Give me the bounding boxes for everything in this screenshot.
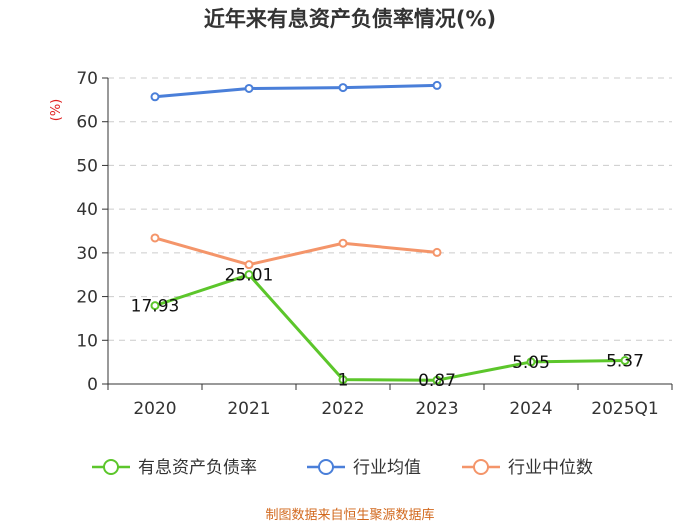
series-2-point-1 [244,260,254,270]
legend-label: 行业中位数 [508,458,593,478]
gridlines [108,77,672,341]
series-2-point-3 [432,247,442,257]
y-tick-label-30: 30 [76,244,98,264]
series-line-1 [154,83,438,99]
x-tick-label-2020: 2020 [133,399,176,419]
legend-item-2[interactable]: 行业中位数 [462,458,593,478]
data-labels: 17.93 25.01 1 0.87 5.05 5.37 [131,266,644,392]
chart-title: 近年来有息资产负债率情况(%) [204,7,496,31]
data-label-2024: 5.05 [512,353,550,373]
series-0-point-1 [244,270,254,280]
series-2-point-2 [338,238,348,248]
series-0-point-3 [432,375,442,385]
series-0-point-4 [526,357,536,367]
y-tick-label-0: 0 [87,375,98,395]
data-label-2022: 1 [338,371,349,391]
legend-marker [473,459,489,475]
data-label-2020: 17.93 [131,297,180,317]
data-label-2023: 0.87 [418,371,456,391]
x-tick-label-2025Q1: 2025Q1 [591,399,658,419]
y-tick-label-70: 70 [76,69,98,89]
series-lines [150,80,630,385]
series-0-point-2 [338,375,348,385]
y-axis-ticks: 0 10 20 30 40 50 60 70 [76,69,109,395]
series-0-point-0 [150,301,160,311]
y-tick-label-50: 50 [76,156,98,176]
x-tick-label-2024: 2024 [509,399,552,419]
legend-label: 行业均值 [353,458,421,478]
x-axis: 2020 2021 2022 2023 2024 2025Q1 [107,383,673,419]
series-1-point-2 [338,83,348,93]
legend-marker [103,459,119,475]
y-tick-label-20: 20 [76,288,98,308]
legend[interactable]: 有息资产负债率 行业均值 行业中位数 [92,458,593,478]
data-label-2025Q1: 5.37 [606,352,644,372]
x-tick-label-2022: 2022 [321,399,364,419]
series-2-point-0 [150,233,160,243]
y-tick-label-40: 40 [76,200,98,220]
y-tick-label-60: 60 [76,113,98,133]
legend-marker [318,459,334,475]
series-line-0 [154,273,626,382]
legend-label: 有息资产负债率 [138,458,257,478]
y-axis-label: (%) [49,99,64,122]
series-1-point-1 [244,83,254,93]
series-line-2 [154,236,438,267]
x-tick-label-2023: 2023 [415,399,458,419]
y-tick-label-10: 10 [76,331,98,351]
series-1-point-0 [150,92,160,102]
legend-item-0[interactable]: 有息资产负债率 [92,458,257,478]
data-label-2021: 25.01 [225,266,274,286]
series-0-point-5 [620,356,630,366]
source-note: 制图数据来自恒生聚源数据库 [265,507,434,523]
series-1-point-3 [432,80,442,90]
legend-item-1[interactable]: 行业均值 [307,458,421,478]
x-tick-label-2021: 2021 [227,399,270,419]
